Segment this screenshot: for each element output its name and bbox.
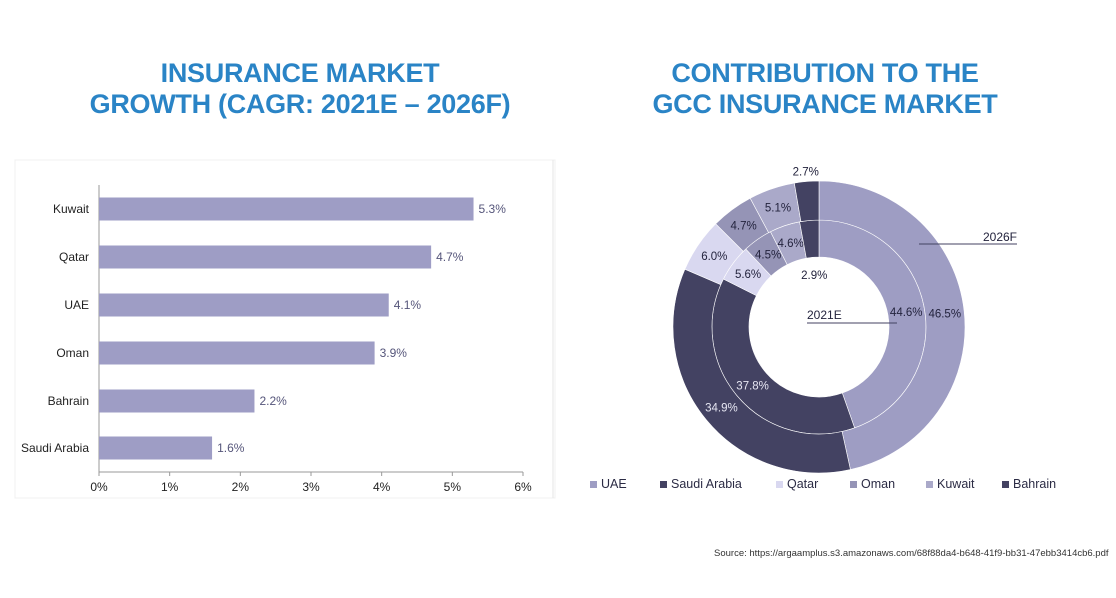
x-tick-label: 6%	[514, 480, 532, 494]
bar-chart-title: INSURANCE MARKET GROWTH (CAGR: 2021E – 2…	[40, 58, 560, 120]
category-label: Bahrain	[48, 394, 89, 408]
donut-data-label: 37.8%	[736, 381, 769, 393]
legend-item: Bahrain	[1002, 477, 1056, 491]
legend-label: Qatar	[787, 477, 819, 491]
legend-label: Oman	[861, 477, 896, 491]
legend-item: Qatar	[776, 477, 818, 491]
donut-chart-title: CONTRIBUTION TO THE GCC INSURANCE MARKET	[565, 58, 1085, 120]
legend-item: Oman	[850, 477, 895, 491]
legend-label: Kuwait	[937, 477, 975, 491]
bar	[99, 197, 474, 221]
bar-title-line-1: INSURANCE MARKET	[160, 58, 440, 88]
donut-data-label: 46.5%	[928, 308, 961, 320]
bar	[99, 436, 213, 460]
data-label: 4.1%	[394, 298, 422, 312]
legend-label: UAE	[601, 477, 627, 491]
bar	[99, 389, 255, 413]
donut-data-label: 2.9%	[801, 270, 827, 282]
bar	[99, 245, 432, 269]
legend-swatch	[850, 480, 857, 488]
donut-slice-2026F-saudi-arabia	[672, 268, 851, 474]
category-label: Kuwait	[53, 202, 90, 216]
category-label: Saudi Arabia	[21, 441, 89, 455]
donut-data-label: 5.6%	[735, 269, 761, 281]
bar	[99, 341, 375, 365]
legend-swatch	[776, 480, 783, 488]
donut-data-label: 6.0%	[701, 251, 727, 263]
donut-data-label: 4.7%	[731, 220, 757, 232]
donut-slice-2026F-uae	[818, 180, 966, 470]
bar-title-line-2: GROWTH (CAGR: 2021E – 2026F)	[89, 89, 511, 119]
legend-swatch	[660, 480, 667, 488]
legend-item: UAE	[590, 477, 627, 491]
source-note: Source: https://argaamplus.s3.amazonaws.…	[714, 548, 1109, 559]
category-label: Oman	[56, 346, 89, 360]
legend-label: Bahrain	[1013, 477, 1057, 491]
x-tick-label: 3%	[302, 480, 320, 494]
legend-label: Saudi Arabia	[671, 477, 742, 491]
x-tick-label: 0%	[90, 480, 108, 494]
donut-title-line-1: CONTRIBUTION TO THE	[671, 58, 979, 88]
data-label: 4.7%	[436, 250, 464, 264]
donut-data-label: 44.6%	[890, 307, 923, 319]
donut-data-label: 34.9%	[705, 403, 738, 415]
bar	[99, 293, 389, 317]
x-tick-label: 2%	[232, 480, 250, 494]
data-label: 5.3%	[479, 202, 507, 216]
donut-data-label: 4.6%	[777, 238, 803, 250]
data-label: 3.9%	[380, 346, 408, 360]
legend-item: Saudi Arabia	[660, 477, 742, 491]
donut-slice-2026F-bahrain	[793, 180, 820, 222]
category-label: UAE	[64, 298, 89, 312]
legend-swatch	[590, 480, 597, 488]
data-label: 1.6%	[217, 441, 245, 455]
donut-data-label: 5.1%	[765, 202, 791, 214]
bar-chart-frame	[14, 159, 556, 499]
bar-chart: Kuwait 5.3% Qatar 4.7% UAE 4.1% Oman 3.9% Bahrai…	[14, 159, 556, 499]
series-label-2026f: 2026F	[983, 230, 1017, 244]
donut-title-line-2: GCC INSURANCE MARKET	[652, 89, 998, 119]
legend-swatch	[926, 480, 933, 488]
legend-swatch	[1002, 480, 1009, 488]
donut-data-label: 4.5%	[755, 250, 781, 262]
x-tick-label: 4%	[373, 480, 391, 494]
series-label-2021e: 2021E	[807, 308, 842, 322]
x-tick-label: 1%	[161, 480, 179, 494]
data-label: 2.2%	[259, 394, 287, 408]
donut-chart: 44.6% 37.8% 5.6% 4.5%4.6% 2.9% 46.5% 34.9% 6.0%…	[672, 167, 1017, 474]
x-tick-label: 5%	[444, 480, 462, 494]
category-label: Qatar	[59, 250, 89, 264]
donut-data-label: 2.7%	[793, 167, 819, 179]
legend-item: Kuwait	[926, 477, 975, 491]
